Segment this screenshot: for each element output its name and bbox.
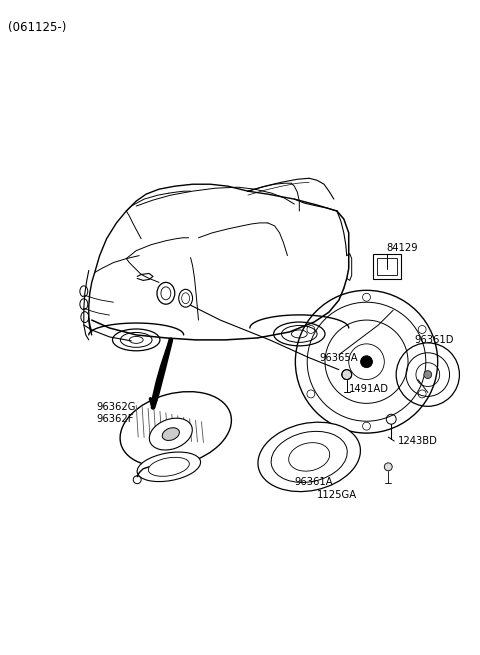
Ellipse shape [148, 457, 189, 476]
Circle shape [424, 371, 432, 379]
Bar [373, 253, 401, 280]
Text: (061125-): (061125-) [9, 20, 67, 33]
Text: 1491AD: 1491AD [349, 384, 389, 394]
Ellipse shape [162, 428, 180, 440]
Text: 96365A: 96365A [319, 353, 358, 363]
Text: 96362F: 96362F [96, 414, 134, 424]
Circle shape [342, 369, 352, 379]
Bar [377, 257, 397, 276]
Ellipse shape [137, 452, 201, 481]
Circle shape [360, 356, 372, 367]
Text: 84129: 84129 [386, 243, 418, 253]
Ellipse shape [258, 422, 360, 492]
Text: 96362G: 96362G [96, 402, 136, 412]
Ellipse shape [149, 418, 192, 450]
Text: 96361D: 96361D [414, 335, 454, 345]
Circle shape [303, 451, 315, 463]
Text: 96361A: 96361A [294, 477, 333, 487]
Circle shape [384, 463, 392, 471]
Text: 1125GA: 1125GA [317, 489, 357, 500]
Text: 1243BD: 1243BD [398, 436, 438, 446]
Ellipse shape [288, 443, 330, 471]
Ellipse shape [120, 392, 231, 466]
Ellipse shape [271, 432, 347, 483]
